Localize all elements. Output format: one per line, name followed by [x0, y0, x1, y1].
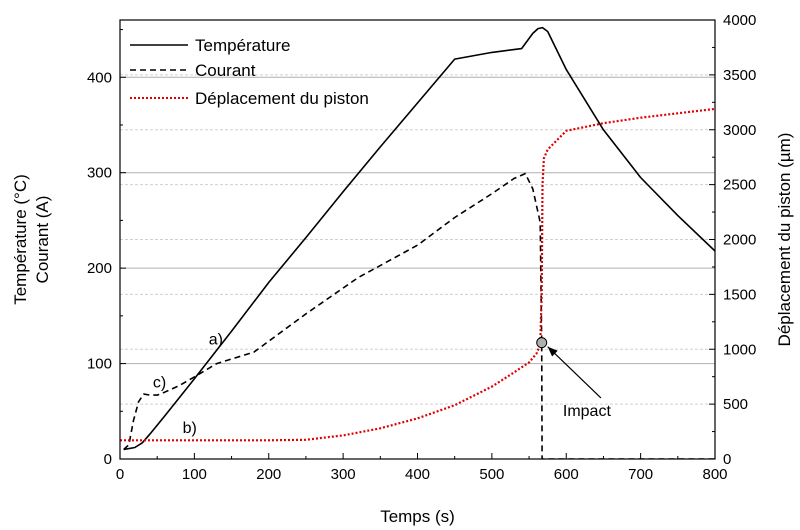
y-right-tick-label-1000: 1000: [723, 341, 756, 358]
y-right-tick-label-1500: 1500: [723, 286, 756, 303]
x-tick-label-500: 500: [479, 466, 504, 483]
impact-arrow: [547, 346, 602, 399]
y-right-tick-label-500: 500: [723, 396, 748, 413]
annotation-b: b): [183, 420, 197, 437]
series-layer: [120, 26, 715, 459]
y-axis-right-label: Déplacement du piston (µm): [775, 133, 794, 347]
x-tick-label-800: 800: [702, 466, 727, 483]
x-axis-label: Temps (s): [380, 507, 455, 526]
x-tick-label-400: 400: [405, 466, 430, 483]
impact-marker: [536, 337, 548, 349]
x-tick-label-100: 100: [182, 466, 207, 483]
impact-arrowhead: [547, 346, 558, 357]
y-left-tick-label-200: 200: [87, 260, 112, 277]
annotation-a: a): [209, 331, 223, 348]
y-left-tick-label-0: 0: [104, 451, 112, 468]
series-line-1: [123, 172, 715, 459]
x-tick-label-700: 700: [628, 466, 653, 483]
y-axis-left-label-temperature: Température (°C): [11, 174, 30, 305]
legend-label-courant: Courant: [195, 61, 256, 80]
y-left-tick-label-300: 300: [87, 165, 112, 182]
y-right-tick-label-3000: 3000: [723, 122, 756, 139]
annotations: a) b) c) Impact: [153, 331, 612, 437]
legend: Température Courant Déplacement du pisto…: [130, 36, 369, 108]
y-left-tick-label-400: 400: [87, 69, 112, 86]
x-tick-label-600: 600: [554, 466, 579, 483]
legend-label-temperature: Température: [195, 36, 290, 55]
series-line-0: [123, 26, 715, 451]
y-right-tick-label-2500: 2500: [723, 177, 756, 194]
y-axis-left-label-courant: Courant (A): [33, 196, 52, 284]
y-right-tick-label-0: 0: [723, 451, 731, 468]
legend-label-deplacement: Déplacement du piston: [195, 89, 369, 108]
annotation-impact: Impact: [563, 403, 612, 420]
ticks: 0 100 200 300 400 500 600 700 800010020030040005…: [87, 12, 756, 483]
gridlines: [120, 74, 715, 405]
x-tick-label-0: 0: [116, 466, 124, 483]
y-left-tick-label-100: 100: [87, 356, 112, 373]
x-tick-label-200: 200: [256, 466, 281, 483]
y-right-tick-label-3500: 3500: [723, 67, 756, 84]
series-line-2: [120, 107, 715, 442]
y-right-tick-label-4000: 4000: [723, 12, 756, 29]
x-tick-label-300: 300: [331, 466, 356, 483]
y-right-tick-label-2000: 2000: [723, 232, 756, 249]
annotation-c: c): [153, 374, 166, 391]
